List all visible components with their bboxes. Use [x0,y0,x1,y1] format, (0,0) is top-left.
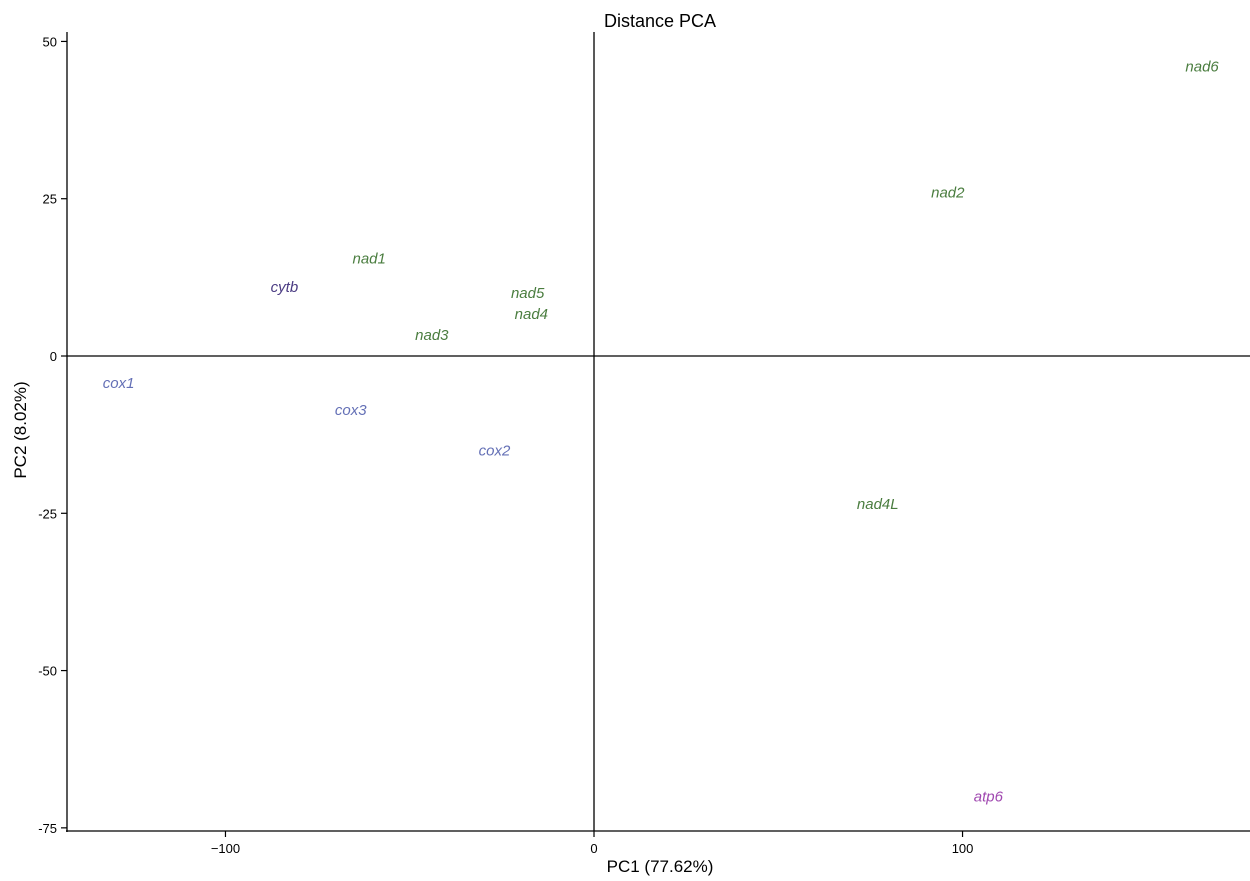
point-label-atp6: atp6 [974,788,1004,805]
y-tick-label: -75 [38,821,57,836]
y-axis-title: PC2 (8.02%) [11,381,30,478]
x-ticks: −100 0 100 [211,831,974,856]
point-label-nad1: nad1 [353,250,386,267]
point-label-nad4L: nad4L [857,496,899,513]
reference-lines [67,32,1250,831]
y-tick-label: -50 [38,664,57,679]
x-tick-label: −100 [211,841,240,856]
point-label-cox2: cox2 [479,442,511,459]
y-tick-label: -25 [38,506,57,521]
y-tick-label: 25 [43,192,57,207]
y-ticks: 50 25 0 -25 -50 -75 [38,34,67,836]
point-label-cox1: cox1 [103,375,135,392]
point-label-nad3: nad3 [415,327,449,344]
point-label-cox3: cox3 [335,402,367,419]
x-tick-label: 0 [590,841,597,856]
point-label-nad6: nad6 [1185,59,1219,76]
x-axis-title: PC1 (77.62%) [607,857,714,876]
point-label-cytb: cytb [271,279,299,296]
chart-title: Distance PCA [604,11,716,31]
point-label-nad2: nad2 [931,184,965,201]
x-tick-label: 100 [952,841,974,856]
y-tick-label: 0 [50,349,57,364]
y-tick-label: 50 [43,34,57,49]
points: nad6 nad2 nad1 cytb nad5 nad4 nad3 cox1 cox3 cox2… [103,59,1220,806]
point-label-nad5: nad5 [511,285,545,302]
axes [66,32,1250,832]
point-label-nad4: nad4 [515,306,548,323]
